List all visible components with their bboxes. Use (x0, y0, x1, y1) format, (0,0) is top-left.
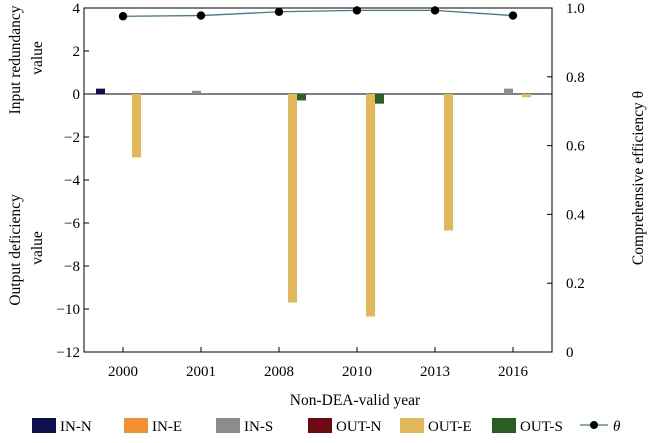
efficiency-point-2001 (196, 11, 206, 20)
y-right-tick-label: 0.2 (566, 276, 585, 292)
efficiency-point-2013 (430, 6, 440, 15)
bar-in-n-2000 (96, 88, 105, 94)
legend-label-in-n: IN-N (60, 419, 92, 435)
y-axis-title-input-line1: Input redundancy (7, 5, 24, 114)
x-tick-label: 2016 (498, 364, 529, 380)
bar-in-s-2001 (192, 90, 201, 94)
y-axis-title-right: Comprehensive efficiency θ (630, 91, 647, 265)
legend-swatch-out-s (492, 418, 516, 433)
efficiency-line-path (122, 9, 514, 17)
y-axis-title-input: Input redundancy value (7, 2, 46, 115)
y-axis-title-output-line2: value (29, 231, 46, 265)
x-tick-label: 2013 (420, 364, 450, 380)
legend-label-in-e: IN-E (152, 419, 182, 435)
legend-swatch-in-n (32, 418, 56, 433)
bar-in-s-2016 (504, 88, 513, 94)
legend-label-out-s: OUT-S (520, 419, 563, 435)
x-tick-label: 2000 (108, 364, 138, 380)
legend-swatch-in-e (124, 418, 148, 433)
x-tick-label: 2001 (186, 364, 216, 380)
legend-label-in-s: IN-S (244, 419, 273, 435)
bar-out-e-2013 (444, 94, 453, 231)
y-left-tick-label: 2 (73, 44, 81, 60)
legend: IN-N IN-E IN-S OUT-N OUT-E OUT-S θ (32, 418, 621, 435)
axis-ticks: 4 2 0 −2 −4 −6 −8 −10 −12 1.0 0.8 0.6 0.4 0.2 0 2000 200… (57, 1, 586, 380)
y-axis-title-output: Output deficiency value (7, 190, 46, 305)
plot-border (83, 7, 553, 353)
legend-label-out-e: OUT-E (428, 419, 472, 435)
y-right-tick-label: 0 (566, 345, 574, 361)
bar-out-s-2008 (297, 94, 306, 101)
y-left-tick-label: −6 (64, 216, 80, 232)
y-left-tick-label: −4 (64, 173, 80, 189)
bar-out-s-2010 (375, 94, 384, 104)
plot-frame (83, 7, 553, 353)
legend-swatch-out-e (400, 418, 424, 433)
y-right-tick-label: 1.0 (566, 1, 585, 17)
y-left-tick-label: −2 (64, 130, 80, 146)
y-right-tick-label: 0.8 (566, 70, 585, 86)
y-right-tick-label: 0.6 (566, 139, 585, 155)
y-left-tick-label: 4 (73, 1, 81, 17)
x-tick-label: 2010 (342, 364, 372, 380)
efficiency-point-2000 (118, 12, 128, 21)
efficiency-line (118, 6, 518, 21)
efficiency-point-2016 (508, 11, 518, 20)
y-left-tick-label: −10 (57, 302, 80, 318)
bar-out-e-2000 (132, 94, 141, 158)
y-left-tick-label: −8 (64, 259, 80, 275)
x-tick-label: 2008 (264, 364, 294, 380)
bar-out-e-2016 (522, 94, 531, 98)
legend-label-out-n: OUT-N (336, 419, 381, 435)
bar-out-e-2010 (366, 94, 375, 317)
bar-out-e-2008 (288, 94, 297, 303)
y-right-tick-label: 0.4 (566, 207, 585, 223)
efficiency-point-2008 (274, 7, 284, 16)
legend-swatch-out-n (308, 418, 332, 433)
y-left-tick-label: −12 (57, 345, 80, 361)
y-axis-title-input-line2: value (29, 41, 46, 75)
legend-marker-theta (590, 421, 598, 429)
y-axis-title-output-line1: Output deficiency (7, 194, 24, 306)
x-axis-title: Non-DEA-valid year (290, 392, 421, 409)
efficiency-point-2010 (352, 6, 362, 15)
legend-label-theta: θ (613, 419, 621, 435)
legend-swatch-in-s (216, 418, 240, 433)
bars (96, 88, 531, 317)
y-left-tick-label: 0 (73, 87, 81, 103)
